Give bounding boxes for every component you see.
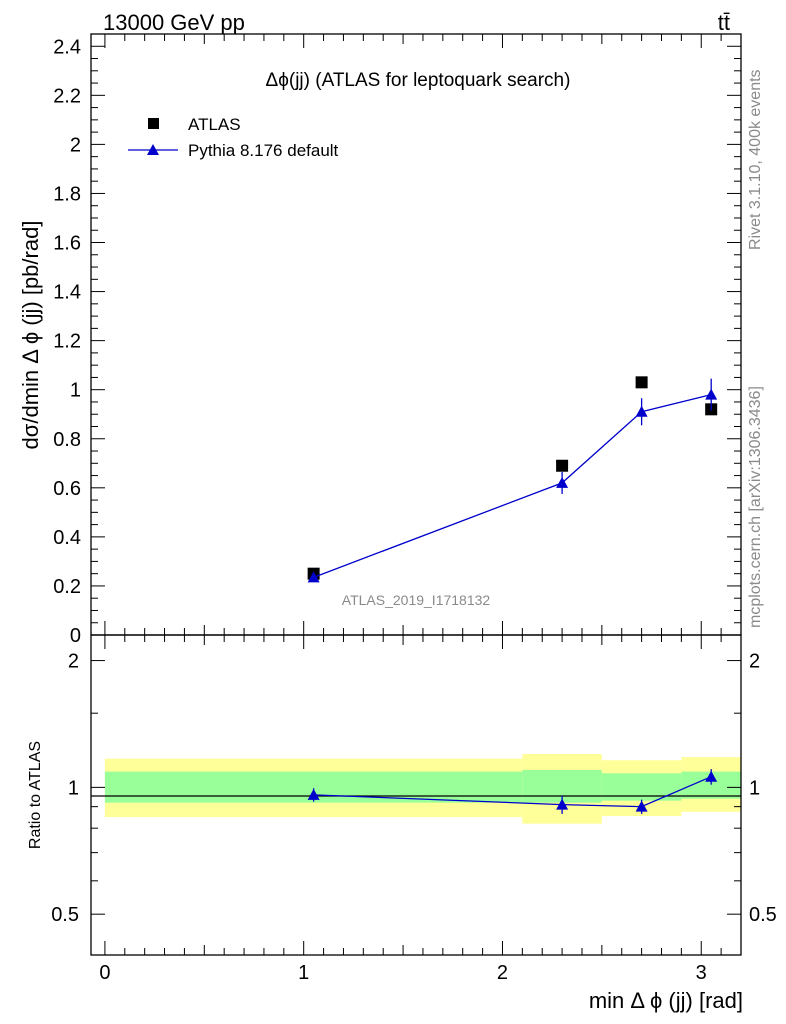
main-y-ticks: 0 0.2 0.4 0.6 0.8 1 1.2 1.4 1.6 1.8 2 2.2 2.4 <box>53 36 741 647</box>
analysis-watermark: ATLAS_2019_I1718132 <box>342 592 491 608</box>
main-y-tick-label: 0.2 <box>53 576 81 598</box>
rivet-version-label: Rivet 3.1.10, 400k events <box>747 69 764 250</box>
legend-atlas-label: ATLAS <box>188 115 241 134</box>
main-plot-title: Δϕ(jj) (ATLAS for leptoquark search) <box>266 70 571 91</box>
main-y-axis-label: dσ/dmin Δ ϕ (jj) [pb/rad] <box>18 221 43 450</box>
legend: ATLAS Pythia 8.176 default <box>128 115 339 160</box>
main-y-tick-label: 1.6 <box>53 233 81 255</box>
main-panel: Δϕ(jj) (ATLAS for leptoquark search) ATL… <box>18 33 742 647</box>
pythia-series-line <box>313 393 712 578</box>
x-axis-label: min Δ ϕ (jj) [rad] <box>589 988 743 1013</box>
ratio-pythia-point <box>635 800 648 812</box>
ratio-uncertainty-bands <box>104 754 741 824</box>
x-tick-label: 0 <box>99 962 110 984</box>
ratio-pythia-point <box>705 770 718 782</box>
ratio-y-tick-label-left: 1 <box>68 777 79 799</box>
x-tick-label: 2 <box>497 962 508 984</box>
ratio-pythia-point <box>307 788 320 800</box>
main-y-tick-label: 2.2 <box>53 85 81 107</box>
ratio-series <box>307 769 718 814</box>
ratio-pythia-point <box>556 798 569 810</box>
ratio-y-axis-label: Ratio to ATLAS <box>27 741 44 849</box>
main-y-tick-label: 2 <box>70 134 81 156</box>
ratio-y-ticks: 0.5 0.5 1 1 2 2 <box>51 651 777 927</box>
pythia-data-point <box>307 571 320 583</box>
ratio-pythia-line <box>313 776 712 808</box>
pythia-data-point <box>556 476 569 488</box>
legend-pythia-marker <box>147 144 159 155</box>
atlas-data-point <box>635 376 648 389</box>
x-tick-label: 1 <box>298 962 309 984</box>
main-y-tick-label: 0 <box>70 625 81 647</box>
main-y-tick-label: 2.4 <box>53 36 81 58</box>
main-y-tick-label: 1 <box>70 380 81 402</box>
main-y-tick-label: 0.4 <box>53 527 81 549</box>
ratio-frame <box>90 634 742 956</box>
ratio-y-tick-label-left: 0.5 <box>51 904 79 926</box>
header-energy-label: 13000 GeV pp <box>103 10 245 35</box>
x-axis-ticks: 0 1 2 3 <box>99 34 722 984</box>
main-y-tick-label: 1.4 <box>53 282 81 304</box>
ratio-y-tick-label-right: 0.5 <box>749 904 777 926</box>
header-process-label: tt̄ <box>718 10 730 35</box>
ratio-panel: 0.5 0.5 1 1 2 2 0 1 2 3 Ratio to ATLAS min Δ ϕ (… <box>27 34 777 1013</box>
pythia-data-point <box>705 388 718 400</box>
ratio-y-tick-label-right: 1 <box>749 777 760 799</box>
x-tick-label: 3 <box>696 962 707 984</box>
main-y-tick-label: 0.8 <box>53 429 81 451</box>
pythia-data-point <box>635 405 648 417</box>
ratio-y-tick-label-left: 2 <box>68 651 79 673</box>
ratio-y-tick-label-right: 2 <box>749 651 760 673</box>
mcplots-reference-label: mcplots.cern.ch [arXiv:1306.3436] <box>747 386 764 628</box>
main-series <box>307 376 718 583</box>
legend-atlas-marker <box>148 118 159 129</box>
main-y-tick-label: 1.8 <box>53 183 81 205</box>
main-y-tick-label: 1.2 <box>53 331 81 353</box>
main-y-tick-label: 0.6 <box>53 478 81 500</box>
atlas-data-point <box>556 459 569 472</box>
legend-pythia-label: Pythia 8.176 default <box>188 141 339 160</box>
